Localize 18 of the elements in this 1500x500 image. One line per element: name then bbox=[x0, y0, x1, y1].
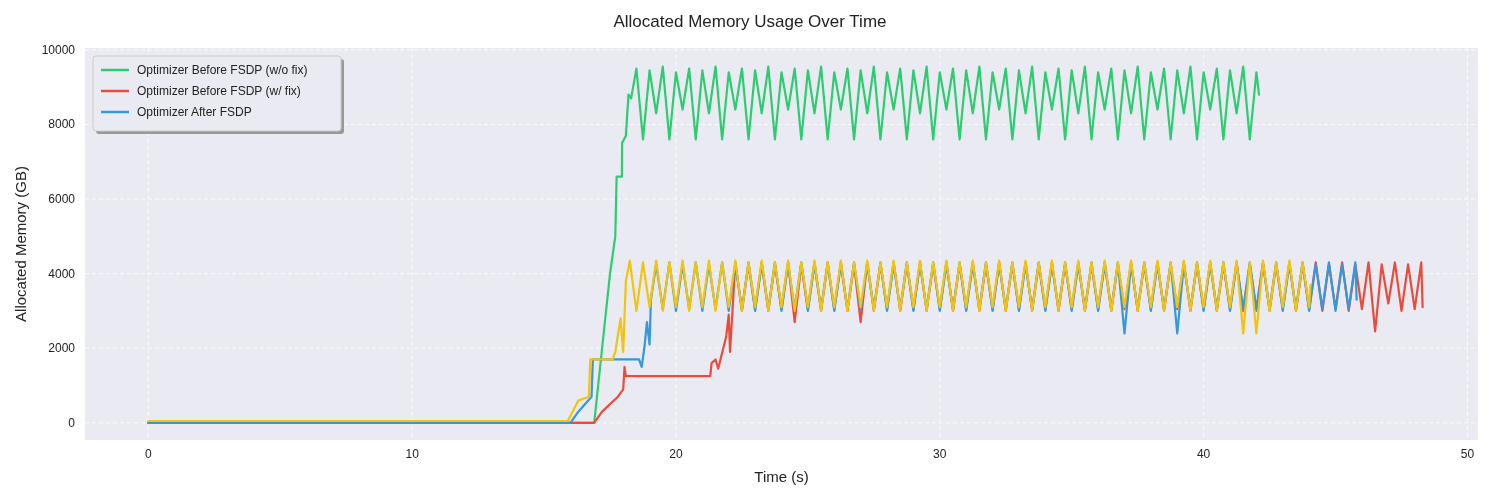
y-tick-label: 6000 bbox=[48, 192, 76, 207]
x-tick-label: 50 bbox=[1460, 447, 1475, 461]
x-tick-label: 40 bbox=[1196, 447, 1211, 461]
x-tick-label: 0 bbox=[144, 447, 152, 461]
x-tick-label: 10 bbox=[405, 447, 420, 461]
y-tick-label: 8000 bbox=[48, 117, 76, 132]
x-axis-title: Time (s) bbox=[754, 468, 809, 485]
y-tick-label: 4000 bbox=[48, 266, 76, 281]
y-tick-label: 2000 bbox=[48, 341, 76, 356]
chart-title: Allocated Memory Usage Over Time bbox=[613, 12, 887, 31]
legend-label: Optimizer Before FSDP (w/ fix) bbox=[137, 84, 301, 98]
legend-label: Optimizer Before FSDP (w/o fix) bbox=[137, 63, 308, 77]
y-tick-label: 10000 bbox=[41, 42, 76, 57]
y-tick-label: 0 bbox=[68, 415, 76, 430]
legend-label: Optimizer After FSDP bbox=[137, 105, 252, 119]
x-tick-label: 30 bbox=[933, 447, 947, 461]
y-axis-title: Allocated Memory (GB) bbox=[12, 166, 29, 322]
x-tick-label: 20 bbox=[669, 447, 683, 461]
